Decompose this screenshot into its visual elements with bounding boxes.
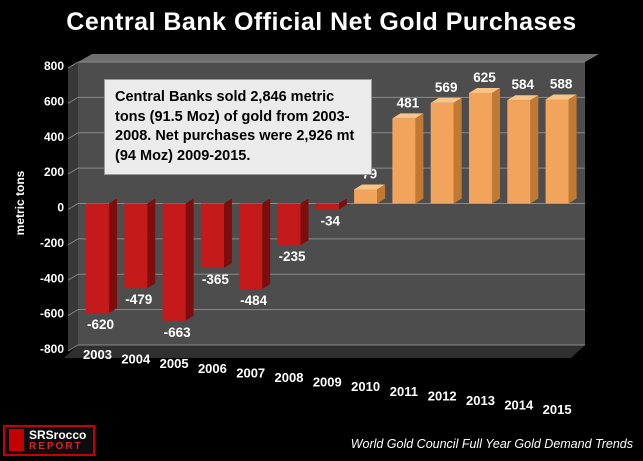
x-tick-label: 2007	[236, 365, 265, 380]
bar	[430, 102, 454, 204]
bar-side-face	[262, 198, 271, 290]
bar	[124, 203, 148, 289]
bar-value-label: -365	[202, 272, 230, 287]
logo-mark-icon	[9, 429, 24, 452]
bar	[200, 203, 224, 269]
source-credit: World Gold Council Full Year Gold Demand…	[350, 437, 633, 451]
bar-chart: 800 600 400 200 0 -200 -400 -600 -800 -620 2003 -47…	[40, 54, 599, 417]
x-tick-label: 2014	[504, 398, 534, 413]
bar	[277, 203, 301, 246]
y-tick-label: 200	[44, 165, 64, 179]
x-tick-label: 2006	[198, 361, 227, 376]
bar-side-face	[530, 95, 539, 204]
logo-text: SRSrocco REPORT	[29, 429, 86, 452]
srsrocco-report-logo: SRSrocco REPORT	[3, 424, 96, 456]
bar-side-face	[185, 198, 194, 321]
bar-value-label: 625	[473, 70, 496, 85]
y-axis-label: metric tons	[13, 170, 27, 236]
x-tick-label: 2004	[121, 352, 151, 367]
x-tick-label: 2015	[543, 402, 572, 417]
bar-side-face	[453, 97, 462, 204]
x-tick-label: 2005	[160, 356, 189, 371]
y-tick-label: 400	[44, 130, 64, 144]
bar-value-label: -235	[278, 249, 306, 264]
bar-value-label: -34	[321, 214, 341, 229]
y-tick-mark	[67, 238, 79, 246]
floor-face	[64, 345, 585, 358]
logo-top-text: SRSrocco	[29, 427, 87, 442]
y-tick-mark	[67, 273, 79, 281]
bar	[545, 99, 569, 204]
bar-top-face	[545, 94, 577, 100]
logo-bottom-text: REPORT	[29, 440, 83, 452]
bar-top-face	[430, 97, 462, 103]
y-tick-label: -800	[40, 342, 64, 356]
bar-side-face	[109, 198, 117, 314]
bar-value-label: 584	[512, 77, 535, 92]
y-tick-mark	[67, 344, 79, 352]
x-tick-label: 2009	[313, 375, 342, 390]
y-tick-label: 0	[57, 201, 64, 215]
x-tick-label: 2012	[428, 388, 457, 403]
bar-side-face	[415, 113, 424, 204]
chart-title: Central Bank Official Net Gold Purchases	[66, 8, 577, 36]
bar-side-face	[147, 198, 156, 289]
bar-side-face	[492, 87, 500, 204]
y-tick-mark	[67, 309, 79, 317]
bar-top-face	[392, 113, 424, 119]
y-tick-mark	[67, 132, 79, 140]
y-tick-label: -200	[40, 236, 64, 250]
bar-value-label: -620	[87, 317, 114, 332]
bar-value-label: 569	[435, 80, 458, 95]
bar	[315, 203, 339, 210]
bar	[162, 203, 186, 321]
bar-side-face	[300, 198, 309, 246]
bar-value-label: 588	[550, 76, 573, 91]
bar	[469, 92, 492, 204]
x-tick-label: 2003	[83, 347, 112, 362]
y-tick-label: 600	[44, 94, 64, 108]
bar-side-face	[568, 94, 577, 204]
bar-side-face	[377, 184, 386, 204]
bar	[354, 189, 378, 204]
y-tick-label: 800	[44, 59, 64, 73]
bar-side-face	[223, 198, 232, 269]
bar-value-label: -479	[125, 292, 152, 307]
x-tick-label: 2008	[275, 370, 304, 385]
y-tick-mark	[67, 61, 79, 69]
bar-value-label: -663	[164, 325, 192, 340]
y-tick-label: -400	[40, 271, 64, 285]
bar-side-face	[338, 198, 347, 210]
bar	[239, 203, 263, 290]
x-tick-label: 2011	[390, 384, 418, 399]
bar	[392, 118, 416, 204]
y-tick-mark	[67, 167, 79, 175]
bar-value-label: 481	[397, 95, 420, 110]
x-tick-label: 2013	[466, 393, 495, 408]
bar-top-face	[469, 87, 500, 93]
y-tick-label: -600	[40, 307, 64, 321]
y-tick-mark	[67, 96, 79, 104]
bar-value-label: -484	[240, 293, 268, 308]
annotation-box: Central Banks sold 2,846 metric tons (91…	[104, 79, 372, 176]
wall-top-face	[78, 54, 599, 62]
bar-top-face	[507, 95, 539, 101]
bar-top-face	[354, 184, 386, 190]
y-tick-mark	[67, 203, 79, 210]
x-tick-label: 2010	[351, 379, 380, 394]
bar	[507, 100, 531, 204]
bar	[86, 203, 109, 314]
